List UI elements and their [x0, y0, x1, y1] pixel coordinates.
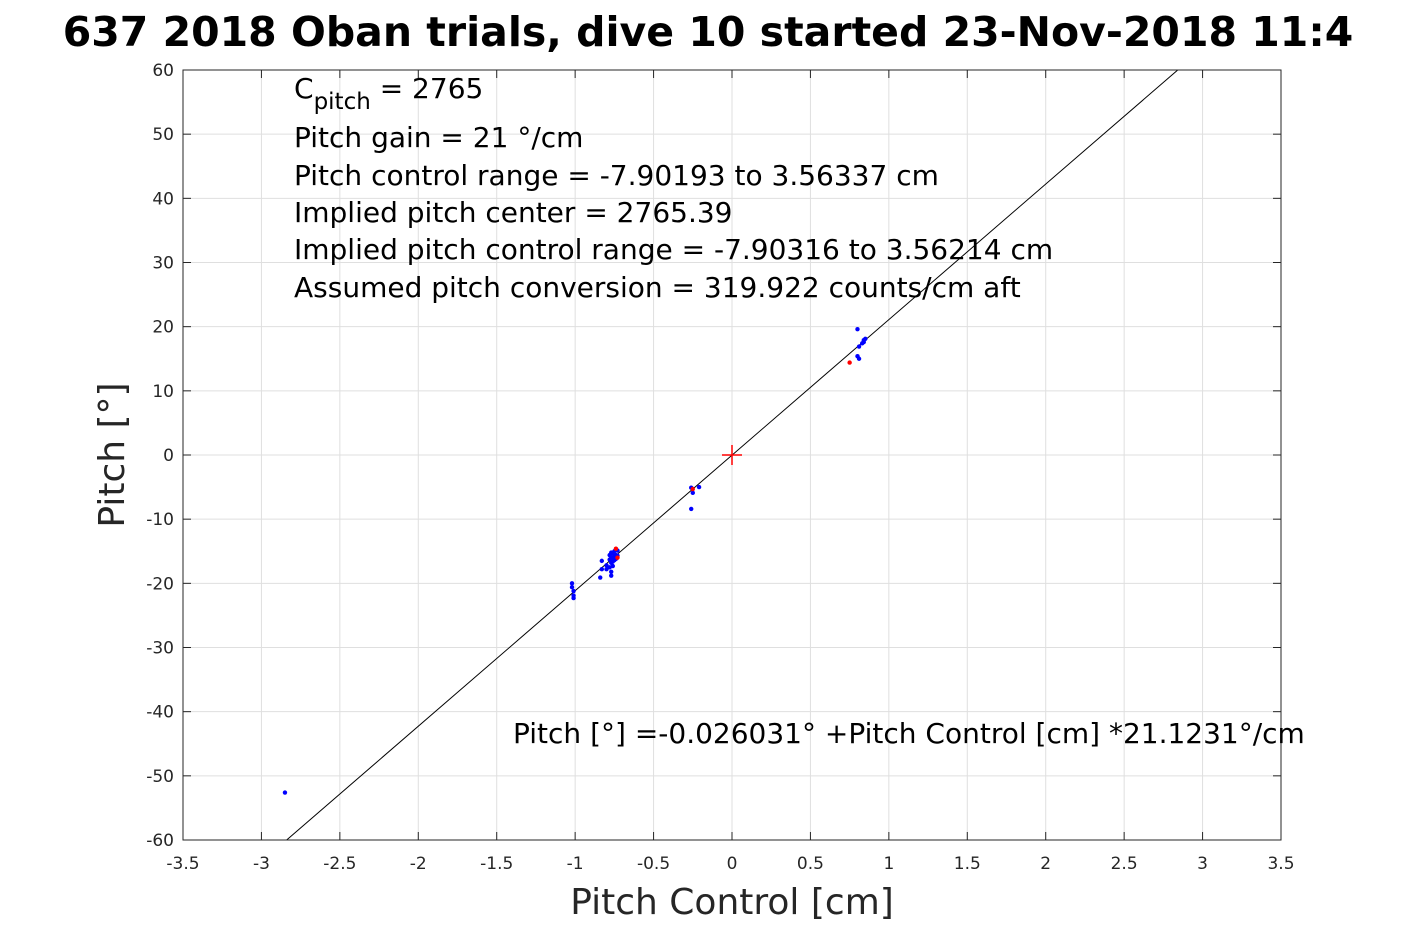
data-point-blue: [569, 581, 575, 586]
data-point-blue: [609, 569, 614, 574]
data-point-blue: [599, 567, 605, 572]
data-point-blue: [689, 506, 694, 512]
y-tick-label: -10: [146, 510, 174, 530]
y-tick-label: 30: [152, 254, 174, 274]
c-pitch-value: = 2765: [371, 72, 484, 105]
chart-title: 637 2018 Oban trials, dive 10 started 23…: [63, 8, 1354, 56]
x-tick-label: -1: [567, 854, 584, 874]
data-point-blue: [571, 595, 576, 601]
y-tick-label: 10: [152, 382, 174, 402]
y-tick-label: -40: [146, 703, 174, 723]
x-tick-label: -1.5: [480, 854, 513, 874]
y-axis-label: Pitch [°]: [92, 382, 133, 527]
y-tick-label: 0: [163, 446, 174, 466]
data-point-blue: [856, 344, 862, 349]
data-point-blue: [863, 336, 868, 342]
data-point-blue: [571, 588, 576, 594]
x-tick-label: -3.5: [166, 854, 199, 874]
data-point-red: [615, 555, 620, 560]
data-point-blue: [690, 490, 695, 496]
data-point-blue: [598, 575, 603, 580]
data-point-blue: [610, 563, 615, 569]
c-pitch-annotation: Cpitch = 2765: [294, 72, 483, 115]
x-tick-label: -2: [410, 854, 427, 874]
x-tick-label: 0.5: [797, 854, 824, 874]
data-point-red: [690, 486, 695, 492]
x-tick-label: 2.5: [1111, 854, 1138, 874]
data-point-blue: [282, 790, 288, 795]
x-tick-label: 3: [1197, 854, 1208, 874]
y-tick-label: 60: [152, 61, 174, 81]
annotation-pitch-center: Implied pitch center = 2765.39: [294, 196, 732, 229]
annotation-block: Cpitch = 2765 Pitch gain = 21 °/cm Pitch…: [294, 72, 1053, 304]
y-tick-label: -60: [146, 831, 174, 851]
y-tick-label: 50: [152, 125, 174, 145]
x-axis-label: Pitch Control [cm]: [570, 882, 894, 923]
y-tick-label: -30: [146, 639, 174, 659]
x-tick-label: -2.5: [323, 854, 356, 874]
tick-labels: -3.5 -3 -2.5 -2 -1.5 -1 -0.5 0 0.5 1 1.5 2 2.5 3 3.5 -6…: [146, 61, 1294, 874]
c-pitch-symbol: C: [294, 72, 314, 105]
c-pitch-subscript: pitch: [314, 89, 371, 115]
grid: [182, 69, 1282, 841]
data-layer: [282, 69, 1179, 841]
data-point-red: [613, 546, 619, 551]
annotation-control-range: Pitch control range = -7.90193 to 3.5633…: [294, 159, 939, 192]
x-tick-label: 0: [727, 854, 738, 874]
data-point-red: [847, 360, 852, 365]
x-tick-label: -3: [253, 854, 270, 874]
x-tick-label: -0.5: [637, 854, 670, 874]
annotation-pitch-conversion: Assumed pitch conversion = 319.922 count…: [294, 271, 1021, 304]
annotation-pitch-gain: Pitch gain = 21 °/cm: [294, 121, 583, 154]
y-tick-label: 20: [152, 318, 174, 338]
y-tick-label: 40: [152, 189, 174, 209]
data-point-blue: [856, 356, 862, 361]
data-point-blue: [855, 327, 860, 332]
x-tick-label: 2: [1040, 854, 1051, 874]
fit-equation: Pitch [°] =-0.026031° +Pitch Control [cm…: [513, 717, 1305, 750]
x-tick-label: 3.5: [1267, 854, 1294, 874]
data-point-blue: [569, 584, 575, 590]
x-tick-label: 1: [883, 854, 894, 874]
center-marker: [722, 445, 742, 465]
x-tick-label: 1.5: [954, 854, 981, 874]
data-point-blue: [599, 558, 605, 564]
y-tick-label: -20: [146, 574, 174, 594]
y-tick-label: -50: [146, 767, 174, 787]
annotation-implied-range: Implied pitch control range = -7.90316 t…: [294, 233, 1053, 266]
data-point-blue: [609, 573, 614, 578]
data-point-blue: [696, 484, 702, 490]
